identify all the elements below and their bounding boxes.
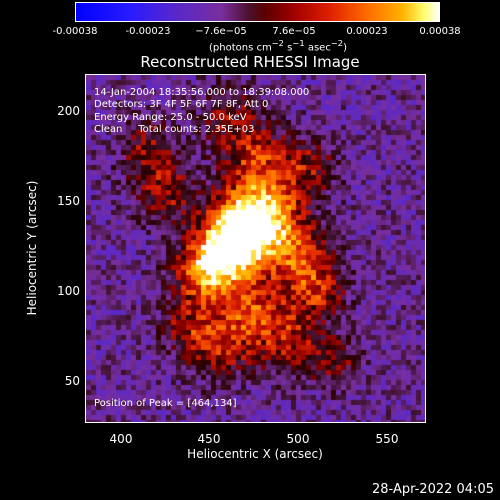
rhessi-intensity-map [86, 75, 425, 422]
y-tick-label: 100 [57, 284, 80, 298]
image-plot-area: 14-Jan-2004 18:35:56.000 to 18:39:08.000… [85, 74, 426, 423]
date-stamp: 28-Apr-2022 04:05 [372, 482, 494, 497]
colorbar-tick-label: 7.6e−05 [272, 26, 316, 37]
colorbar-tick-label: 0.00038 [419, 26, 461, 37]
colorbar-tick-label: −7.6e−05 [195, 26, 247, 37]
x-tick-label: 450 [197, 432, 221, 446]
image-title: Reconstructed RHESSI Image [140, 53, 360, 71]
energy-range-label: Energy Range: 25.0 - 50.0 keV [94, 112, 247, 123]
colorbar-tick-label: -0.00023 [125, 26, 171, 37]
y-tick-label: 200 [57, 104, 80, 118]
colorbar [75, 2, 440, 22]
colorbar-unit-label: (photons cm−2 s−1 asec−2) [208, 38, 348, 54]
colorbar-tick-label: 0.00023 [346, 26, 388, 37]
time-range-label: 14-Jan-2004 18:35:56.000 to 18:39:08.000 [94, 87, 310, 98]
clean-counts-label: Clean Total counts: 2.35E+03 [94, 124, 255, 135]
y-tick-label: 150 [57, 194, 80, 208]
detectors-label: Detectors: 3F 4F 5F 6F 7F 8F, Att 0 [94, 99, 269, 110]
y-axis-label: Heliocentric Y (arcsec) [25, 180, 39, 316]
x-axis-label: Heliocentric X (arcsec) [187, 447, 323, 461]
colorbar-tick-label: -0.00038 [52, 26, 98, 37]
x-tick-label: 400 [109, 432, 133, 446]
x-tick-label: 550 [375, 432, 399, 446]
peak-position-label: Position of Peak = [464,134] [94, 398, 237, 409]
y-tick-label: 50 [64, 374, 80, 388]
x-tick-label: 500 [286, 432, 310, 446]
